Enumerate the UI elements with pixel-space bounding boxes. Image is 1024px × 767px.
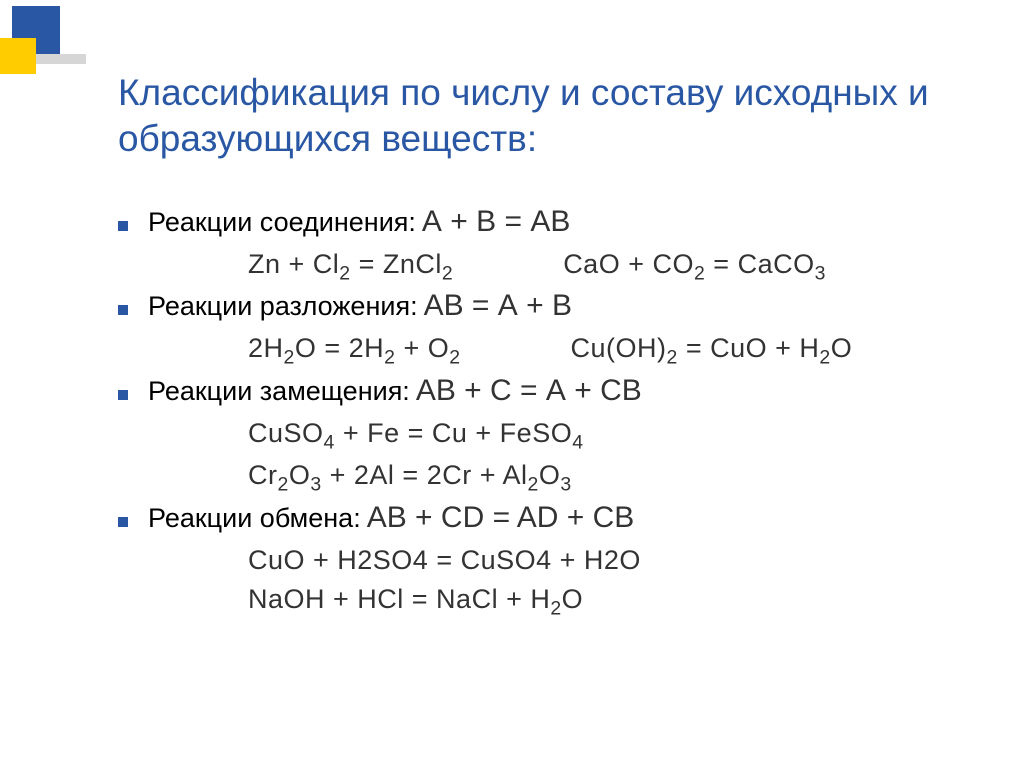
bullet-icon	[118, 517, 128, 527]
chemical-equation: 2H2O = 2H2 + O2	[248, 329, 461, 372]
reaction-type-label: Реакции соединения:	[148, 207, 416, 238]
example-line: NaOH + HCl = NaCl + H2O	[248, 580, 978, 623]
chemical-equation: CuO + H2SO4 = CuSO4 + H2O	[248, 541, 641, 580]
reaction-type-label: Реакции обмена:	[148, 503, 361, 534]
examples-block: CuSO4 + Fe = Cu + FeSO4Cr2O3 + 2Al = 2Cr…	[248, 414, 978, 499]
example-line: CuSO4 + Fe = Cu + FeSO4	[248, 414, 978, 457]
section-header-row: Реакции соединения:А + В = АВ	[118, 205, 978, 239]
deco-yellow-square	[0, 38, 36, 74]
slide-title: Классификация по числу и составу исходны…	[118, 70, 978, 163]
reaction-scheme: АВ + СD = AD + CB	[367, 501, 635, 535]
bullet-icon	[118, 305, 128, 315]
chemical-equation: NaOH + HCl = NaCl + H2O	[248, 580, 583, 623]
chemical-equation: CuSO4 + Fe = Cu + FeSO4	[248, 414, 584, 457]
bullet-icon	[118, 390, 128, 400]
sections-container: Реакции соединения:А + В = АВ Zn + Cl2 = …	[118, 205, 978, 623]
reaction-section: Реакции соединения:А + В = АВ Zn + Cl2 = …	[118, 205, 978, 288]
reaction-scheme: А + В = АВ	[422, 205, 570, 239]
example-line: Zn + Cl2 = ZnCl2 CaO + CO2 = CaCO3	[248, 245, 978, 288]
chemical-equation: Cr2O3 + 2Al = 2Cr + Al2O3	[248, 456, 572, 499]
reaction-section: Реакции обмена:АВ + СD = AD + CB CuO + H2…	[118, 501, 978, 623]
example-line: CuO + H2SO4 = CuSO4 + H2O	[248, 541, 978, 580]
bullet-icon	[118, 221, 128, 231]
reaction-type-label: Реакции разложения:	[148, 291, 418, 322]
slide-decoration	[0, 0, 90, 120]
reaction-type-label: Реакции замещения:	[148, 376, 410, 407]
example-line: Cr2O3 + 2Al = 2Cr + Al2O3	[248, 456, 978, 499]
chemical-equation: CaO + CO2 = CaCO3	[563, 245, 826, 288]
section-header-row: Реакции обмена:АВ + СD = AD + CB	[118, 501, 978, 535]
reaction-scheme: АВ + С = А + СВ	[416, 374, 642, 408]
examples-block: CuO + H2SO4 = CuSO4 + H2ONaOH + HCl = Na…	[248, 541, 978, 623]
reaction-section: Реакции замещения:АВ + С = А + СВ CuSO4 +…	[118, 374, 978, 499]
section-header-row: Реакции разложения:АВ = А + В	[118, 289, 978, 323]
examples-block: 2H2O = 2H2 + O2 Cu(OH)2 = CuO + H2O	[248, 329, 978, 372]
examples-block: Zn + Cl2 = ZnCl2 CaO + CO2 = CaCO3	[248, 245, 978, 288]
chemical-equation: Zn + Cl2 = ZnCl2	[248, 245, 453, 288]
chemical-equation: Cu(OH)2 = CuO + H2O	[571, 329, 853, 372]
example-line: 2H2O = 2H2 + O2 Cu(OH)2 = CuO + H2O	[248, 329, 978, 372]
reaction-scheme: АВ = А + В	[424, 289, 572, 323]
slide-content: Классификация по числу и составу исходны…	[118, 70, 978, 624]
reaction-section: Реакции разложения:АВ = А + В 2H2O = 2H2 …	[118, 289, 978, 372]
section-header-row: Реакции замещения:АВ + С = А + СВ	[118, 374, 978, 408]
